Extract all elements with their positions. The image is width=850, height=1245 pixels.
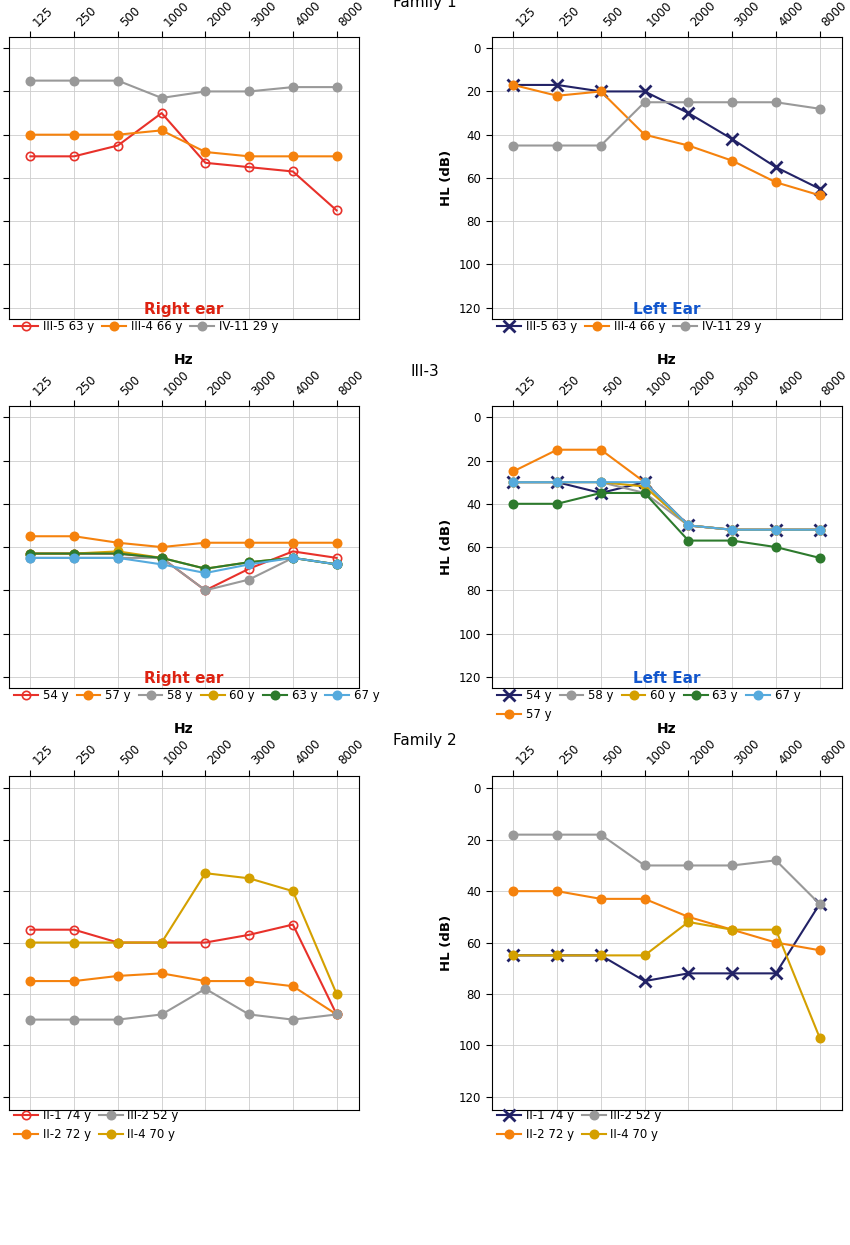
Title: Left Ear: Left Ear — [632, 671, 700, 686]
Title: Right ear: Right ear — [144, 303, 224, 317]
X-axis label: Hz: Hz — [657, 352, 677, 367]
Legend: 54 y, 57 y, 58 y, 60 y, 63 y, 67 y: 54 y, 57 y, 58 y, 60 y, 63 y, 67 y — [14, 690, 379, 702]
Text: Family 1: Family 1 — [394, 0, 456, 10]
X-axis label: Hz: Hz — [657, 722, 677, 736]
Legend: III-5 63 y, III-4 66 y, IV-11 29 y: III-5 63 y, III-4 66 y, IV-11 29 y — [14, 320, 278, 334]
Title: Right ear: Right ear — [144, 671, 224, 686]
X-axis label: Hz: Hz — [173, 352, 193, 367]
Legend: II-1 74 y, II-2 72 y, III-2 52 y, II-4 70 y: II-1 74 y, II-2 72 y, III-2 52 y, II-4 7… — [497, 1109, 662, 1142]
Text: Family 2: Family 2 — [394, 733, 456, 748]
X-axis label: Hz: Hz — [173, 722, 193, 736]
Y-axis label: HL (dB): HL (dB) — [440, 915, 453, 971]
Text: III-3: III-3 — [411, 364, 439, 378]
Title: Left Ear: Left Ear — [632, 303, 700, 317]
Legend: II-1 74 y, II-2 72 y, III-2 52 y, II-4 70 y: II-1 74 y, II-2 72 y, III-2 52 y, II-4 7… — [14, 1109, 178, 1142]
Y-axis label: HL (dB): HL (dB) — [440, 149, 453, 205]
Legend: III-5 63 y, III-4 66 y, IV-11 29 y: III-5 63 y, III-4 66 y, IV-11 29 y — [497, 320, 762, 334]
Legend: 54 y, 57 y, 58 y, 60 y, 63 y, 67 y: 54 y, 57 y, 58 y, 60 y, 63 y, 67 y — [497, 690, 800, 721]
Y-axis label: HL (dB): HL (dB) — [440, 519, 453, 575]
